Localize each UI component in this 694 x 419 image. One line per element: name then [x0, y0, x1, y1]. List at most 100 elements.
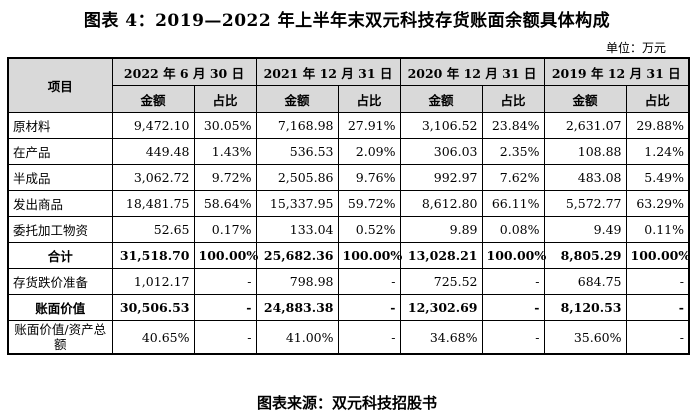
amount-cell: 108.88	[543, 138, 627, 165]
ratio-cell: -	[625, 320, 690, 355]
row-label: 半成品	[7, 164, 113, 191]
ratio-cell: -	[193, 294, 257, 321]
header-period: 2022 年 6 月 30 日	[111, 57, 257, 86]
ratio-cell: 0.11%	[625, 216, 690, 243]
amount-cell: 3,106.52	[399, 112, 483, 139]
amount-cell: 31,518.70	[111, 242, 195, 269]
header-amount: 金额	[111, 85, 195, 113]
table-row: 原材料 9,472.10 30.05% 7,168.98 27.91% 3,106.52 2…	[7, 112, 690, 139]
amount-cell: 9.49	[543, 216, 627, 243]
table-row: 存货跌价准备 1,012.17-798.98-725.52-684.75-	[7, 268, 690, 295]
row-label: 在产品	[7, 138, 113, 165]
header-ratio: 占比	[193, 85, 257, 113]
amount-cell: 9.89	[399, 216, 483, 243]
amount-cell: 15,337.95	[255, 190, 339, 217]
ratio-cell: -	[625, 268, 690, 295]
ratio-cell: 9.72%	[193, 164, 257, 191]
inventory-table: 项目 2022 年 6 月 30 日 2021 年 12 月 31 日 2020…	[7, 57, 690, 355]
ratio-cell: 27.91%	[337, 112, 401, 139]
ratio-cell: 0.52%	[337, 216, 401, 243]
ratio-cell: -	[625, 294, 690, 321]
amount-cell: 684.75	[543, 268, 627, 295]
header-period: 2021 年 12 月 31 日	[255, 57, 401, 86]
ratio-cell: 23.84%	[481, 112, 545, 139]
row-label: 发出商品	[7, 190, 113, 217]
figure-source: 图表来源：双元科技招股书	[256, 394, 437, 412]
amount-cell: 25,682.36	[255, 242, 339, 269]
ratio-cell: -	[337, 294, 401, 321]
amount-cell: 24,883.38	[255, 294, 339, 321]
amount-cell: 13,028.21	[399, 242, 483, 269]
row-label: 账面价值	[7, 294, 113, 321]
amount-cell: 18,481.75	[111, 190, 195, 217]
amount-cell: 2,631.07	[543, 112, 627, 139]
ratio-cell: 1.43%	[193, 138, 257, 165]
ratio-cell: 5.49%	[625, 164, 690, 191]
header-period: 2020 年 12 月 31 日	[399, 57, 545, 86]
ratio-cell: -	[481, 268, 545, 295]
table-body: 原材料 9,472.10 30.05% 7,168.98 27.91% 3,106.52 2…	[7, 112, 690, 355]
table-row: 合计 31,518.70 100.00% 25,682.36 100.00% 13,028…	[7, 242, 690, 269]
ratio-cell: 29.88%	[625, 112, 690, 139]
amount-cell: 992.97	[399, 164, 483, 191]
ratio-cell: -	[481, 320, 545, 355]
ratio-cell: -	[337, 268, 401, 295]
ratio-cell: 66.11%	[481, 190, 545, 217]
ratio-cell: 100.00%	[481, 242, 546, 269]
amount-cell: 306.03	[399, 138, 483, 165]
ratio-cell: 63.29%	[625, 190, 690, 217]
ratio-cell: -	[193, 320, 257, 355]
ratio-cell: 30.05%	[193, 112, 257, 139]
amount-cell: 9,472.10	[111, 112, 195, 139]
ratio-cell: 0.17%	[193, 216, 257, 243]
amount-cell: 30,506.53	[111, 294, 195, 321]
ratio-cell: 58.64%	[193, 190, 257, 217]
ratio-cell: 59.72%	[337, 190, 401, 217]
amount-cell: 34.68%	[399, 320, 483, 355]
ratio-cell: 9.76%	[337, 164, 401, 191]
amount-cell: 12,302.69	[399, 294, 483, 321]
ratio-cell: 0.08%	[481, 216, 545, 243]
amount-cell: 8,120.53	[543, 294, 627, 321]
ratio-cell: 1.24%	[625, 138, 690, 165]
ratio-cell: -	[193, 268, 257, 295]
amount-cell: 8,612.80	[399, 190, 483, 217]
figure-title: 图表 4：2019—2022 年上半年末双元科技存货账面余额具体构成	[83, 11, 611, 31]
amount-cell: 3,062.72	[111, 164, 195, 191]
amount-cell: 725.52	[399, 268, 483, 295]
inventory-table-container: 项目 2022 年 6 月 30 日 2021 年 12 月 31 日 2020…	[7, 57, 690, 355]
ratio-cell: 100.00%	[337, 242, 402, 269]
amount-cell: 7,168.98	[255, 112, 339, 139]
header-ratio: 占比	[625, 85, 690, 113]
amount-cell: 35.60%	[543, 320, 627, 355]
ratio-cell: 7.62%	[481, 164, 545, 191]
table-row: 委托加工物资 52.65 0.17% 133.04 0.52% 9.89 0.08% 9.49…	[7, 216, 690, 243]
table-row: 发出商品 18,481.75 58.64% 15,337.95 59.72% 8,612.…	[7, 190, 690, 217]
table-row: 半成品 3,062.72 9.72% 2,505.86 9.76% 992.97 7.62%…	[7, 164, 690, 191]
header-period: 2019 年 12 月 31 日	[543, 57, 690, 86]
ratio-cell: -	[337, 320, 401, 355]
table-row: 在产品 449.48 1.43% 536.53 2.09% 306.03 2.35% 108.…	[7, 138, 690, 165]
header-row-metrics: 金额 占比 金额 占比 金额 占比 金额 占比	[8, 85, 690, 113]
ratio-cell: 100.00%	[625, 242, 690, 269]
header-item: 项目	[7, 57, 113, 113]
table-row: 账面价值 30,506.53-24,883.38-12,302.69-8,120.…	[7, 294, 690, 321]
row-label: 存货跌价准备	[7, 268, 113, 295]
ratio-cell: 100.00%	[193, 242, 258, 269]
header-amount: 金额	[399, 85, 483, 113]
amount-cell: 133.04	[255, 216, 339, 243]
row-label: 账面价值/资产总额	[7, 320, 113, 355]
header-row-periods: 项目 2022 年 6 月 30 日 2021 年 12 月 31 日 2020…	[7, 57, 690, 113]
amount-cell: 536.53	[255, 138, 339, 165]
row-label: 原材料	[7, 112, 113, 139]
ratio-cell: -	[481, 294, 545, 321]
amount-cell: 41.00%	[255, 320, 339, 355]
header-amount: 金额	[255, 85, 339, 113]
row-label: 委托加工物资	[7, 216, 113, 243]
amount-cell: 40.65%	[111, 320, 195, 355]
header-amount: 金额	[543, 85, 627, 113]
amount-cell: 5,572.77	[543, 190, 627, 217]
amount-cell: 2,505.86	[255, 164, 339, 191]
ratio-cell: 2.09%	[337, 138, 401, 165]
amount-cell: 52.65	[111, 216, 195, 243]
